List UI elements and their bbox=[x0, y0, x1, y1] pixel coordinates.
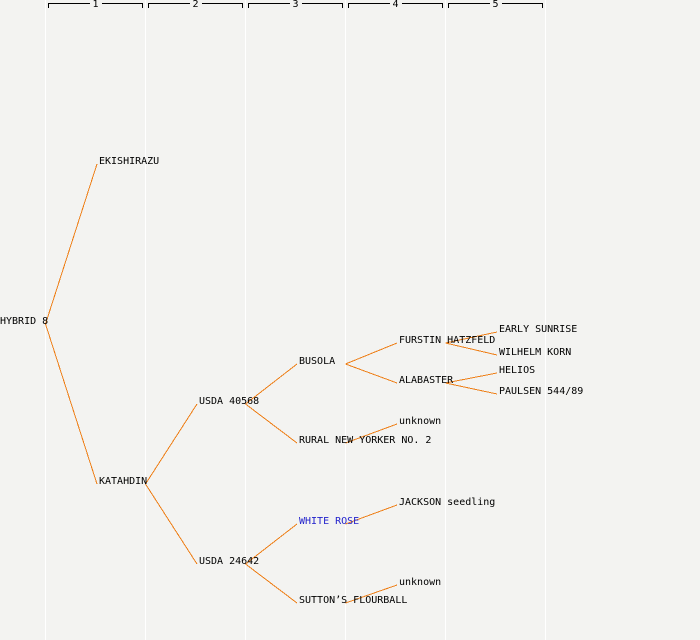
tree-node-rural-new-yorker-no-2[interactable]: RURAL NEW YORKER NO. 2 bbox=[299, 435, 432, 446]
ruler-segment: 1 bbox=[48, 0, 143, 10]
tree-node-suttons-flourball[interactable]: SUTTON’S FLOURBALL bbox=[299, 595, 408, 606]
tree-node-busola[interactable]: BUSOLA bbox=[299, 356, 336, 367]
tree-node-early-sunrise[interactable]: EARLY SUNRISE bbox=[499, 324, 578, 335]
edge-line bbox=[345, 504, 398, 525]
ruler-label: 4 bbox=[389, 0, 402, 10]
ruler-segment: 2 bbox=[148, 0, 243, 10]
column-separator bbox=[45, 0, 46, 640]
tree-node-usda-24642[interactable]: USDA 24642 bbox=[199, 556, 260, 567]
tree-node-white-rose[interactable]: WHITE ROSE bbox=[299, 516, 360, 527]
tree-node-ekishirazu[interactable]: EKISHIRAZU bbox=[99, 156, 160, 167]
edge-line bbox=[445, 382, 498, 395]
tree-node-jackson-seedling[interactable]: JACKSON seedling bbox=[399, 497, 496, 508]
ruler-label: 1 bbox=[89, 0, 102, 10]
edge-line bbox=[145, 483, 198, 565]
ruler-segment: 5 bbox=[448, 0, 543, 10]
column-separator bbox=[545, 0, 546, 640]
column-separator bbox=[145, 0, 146, 640]
edge-line bbox=[245, 403, 298, 444]
ruler-label: 2 bbox=[189, 0, 202, 10]
edge-line bbox=[345, 363, 398, 384]
column-separator bbox=[345, 0, 346, 640]
column-separator bbox=[245, 0, 246, 640]
tree-node-helios[interactable]: HELIOS bbox=[499, 365, 536, 376]
edge-line bbox=[245, 523, 298, 565]
tree-node-paulsen-544-89[interactable]: PAULSEN 544/89 bbox=[499, 386, 584, 397]
tree-node-usda-40568[interactable]: USDA 40568 bbox=[199, 396, 260, 407]
edge-line bbox=[45, 163, 98, 325]
tree-node-katahdin[interactable]: KATAHDIN bbox=[99, 476, 148, 487]
edge-line bbox=[445, 372, 498, 384]
tree-node-alabaster[interactable]: ALABASTER bbox=[399, 375, 454, 386]
edge-line bbox=[245, 363, 298, 405]
edge-line bbox=[345, 584, 398, 604]
edge-line bbox=[445, 342, 498, 356]
tree-node-hybrid-8[interactable]: HYBRID 8 bbox=[0, 316, 49, 327]
edge-line bbox=[245, 563, 298, 604]
edge-line bbox=[445, 331, 498, 344]
ruler-segment: 3 bbox=[248, 0, 343, 10]
edge-line bbox=[345, 342, 398, 365]
ruler-segment: 4 bbox=[348, 0, 443, 10]
column-separator bbox=[445, 0, 446, 640]
edge-line bbox=[145, 403, 198, 485]
ruler-label: 3 bbox=[289, 0, 302, 10]
tree-node-unknown-sutton-parent[interactable]: unknown bbox=[399, 577, 442, 588]
edge-line bbox=[345, 423, 398, 444]
tree-node-furstin-hatzfeld[interactable]: FURSTIN HATZFELD bbox=[399, 335, 496, 346]
ruler-label: 5 bbox=[489, 0, 502, 10]
tree-node-wilhelm-korn[interactable]: WILHELM KORN bbox=[499, 347, 572, 358]
edge-line bbox=[45, 323, 98, 485]
tree-node-unknown-rural-parent[interactable]: unknown bbox=[399, 416, 442, 427]
